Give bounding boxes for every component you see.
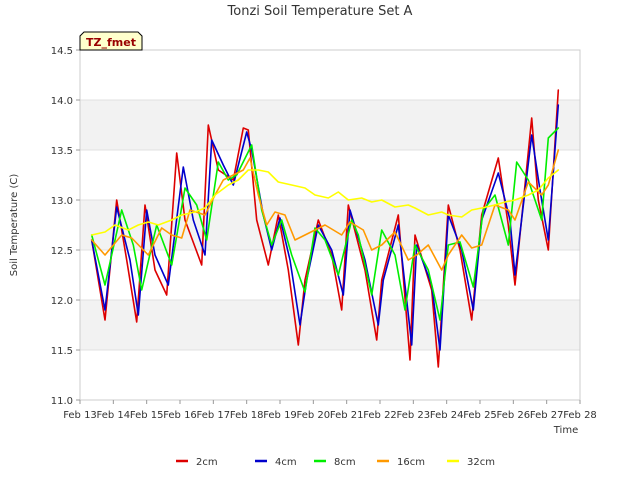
y-tick-label: 14.0 [51,96,73,107]
x-tick-label: Feb 19 [263,410,297,421]
legend-label-2cm: 2cm [196,457,218,468]
x-tick-label: Feb 28 [563,410,597,421]
series-line-16cm [90,149,560,271]
x-axis-ticks: Feb 13 Feb 14 Feb 15 Feb 16 Feb 17 Feb 18 Feb … [63,400,597,421]
annotation-box: TZ_fmet [79,31,143,51]
y-tick-label: 13.5 [51,146,73,157]
plot-band [80,350,580,400]
y-tick-label: 11.5 [51,346,73,357]
x-tick-label: Feb 25 [463,410,497,421]
x-tick-label: Feb 13 [63,410,97,421]
plot-band [80,300,580,350]
x-tick-label: Feb 17 [197,410,231,421]
x-tick-label: Feb 20 [297,410,331,421]
x-tick-label: Feb 23 [397,410,431,421]
x-tick-label: Feb 27 [530,410,564,421]
plot-band [80,100,580,150]
y-tick-label: 14.5 [51,46,73,57]
legend-label-4cm: 4cm [275,457,297,468]
y-tick-label: 12.0 [51,296,73,307]
x-tick-label: Feb 22 [363,410,397,421]
x-tick-label: Feb 26 [497,410,531,421]
legend-label-32cm: 32cm [467,457,495,468]
x-tick-label: Feb 16 [163,410,197,421]
x-tick-label: Feb 15 [130,410,164,421]
plot-frame [79,49,581,401]
x-tick-label: Feb 24 [430,410,464,421]
legend-label-8cm: 8cm [334,457,356,468]
x-tick-label: Feb 14 [97,410,131,421]
series-group [90,89,560,368]
legend-label-16cm: 16cm [397,457,425,468]
x-tick-label: Feb 21 [330,410,364,421]
plot-bands [80,50,580,400]
y-tick-label: 12.5 [51,246,73,257]
series-line-32cm [90,169,560,236]
x-axis-label: Time [553,425,578,436]
y-tick-label: 13.0 [51,196,73,207]
annotation-label: TZ_fmet [86,36,136,49]
y-tick-label: 11.0 [51,396,73,407]
plot-band [80,50,580,100]
plot-band [80,250,580,300]
y-axis-label: Soil Temperature (C) [9,174,20,277]
plot-band [80,150,580,200]
x-tick-label: Feb 18 [230,410,264,421]
y-axis-ticks: 11.0 11.5 12.0 12.5 13.0 13.5 14.0 14.5 [51,46,80,407]
legend: 2cm 4cm 8cm 16cm 32cm [176,457,495,468]
chart-title: Tonzi Soil Temperature Set A [227,4,413,19]
